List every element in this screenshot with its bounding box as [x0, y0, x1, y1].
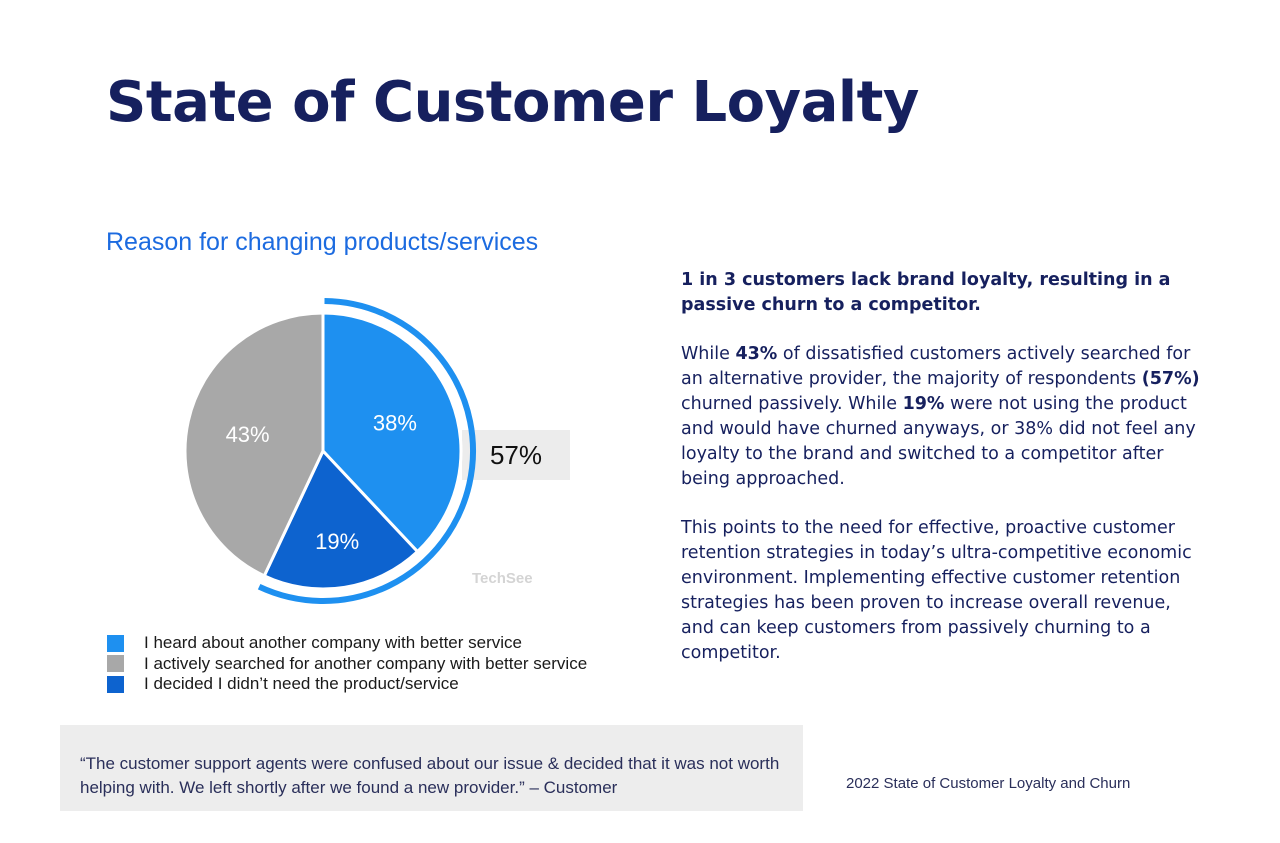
- pie-label-43: 43%: [226, 422, 270, 447]
- chart-title: Reason for changing products/services: [106, 228, 539, 256]
- legend-item: I actively searched for another company …: [107, 654, 587, 675]
- pie-chart: 38% 19% 43% 57% TechSee: [183, 298, 570, 604]
- p1-text-2: of dissatisfied customers actively searc…: [681, 344, 1191, 389]
- legend-item: I heard about another company with bette…: [107, 633, 587, 654]
- page-title: State of Customer Loyalty: [106, 70, 919, 135]
- pie-slice-19: [262, 448, 420, 591]
- source-citation: 2022 State of Customer Loyalty and Churn: [846, 775, 1131, 792]
- legend-swatch: [107, 655, 124, 673]
- pie-label-38: 38%: [373, 411, 417, 436]
- customer-quote: “The customer support agents were confus…: [80, 754, 780, 797]
- highlight-arc: [257, 298, 477, 604]
- pie-slice-38: [321, 311, 463, 554]
- legend-label: I actively searched for another company …: [144, 653, 588, 673]
- chart-legend: I heard about another company with bette…: [107, 633, 587, 695]
- customer-quote-box: “The customer support agents were confus…: [60, 725, 803, 811]
- pie-label-19: 19%: [315, 529, 359, 554]
- paragraph-stats: While 43% of dissatisfied customers acti…: [681, 342, 1201, 492]
- highlight-label: 57%: [490, 440, 542, 470]
- p1-text-1: While: [681, 344, 736, 364]
- p1-bold-43: 43%: [735, 344, 778, 364]
- paragraph-strategy: This points to the need for effective, p…: [681, 518, 1192, 663]
- highlight-box: [462, 430, 570, 480]
- p1-bold-57: (57%): [1141, 369, 1200, 389]
- body-text: 1 in 3 customers lack brand loyalty, res…: [681, 268, 1201, 690]
- headline: 1 in 3 customers lack brand loyalty, res…: [681, 270, 1171, 315]
- legend-swatch: [107, 634, 124, 652]
- legend-label: I heard about another company with bette…: [144, 633, 522, 653]
- p1-bold-19: 19%: [902, 394, 945, 414]
- pie-slice-43: [183, 311, 325, 578]
- p1-text-4: were not using the product and would hav…: [681, 394, 1196, 489]
- p1-text-3: churned passively. While: [681, 394, 903, 414]
- legend-item: I decided I didn’t need the product/serv…: [107, 674, 587, 695]
- legend-label: I decided I didn’t need the product/serv…: [144, 674, 459, 694]
- legend-swatch: [107, 675, 124, 693]
- watermark-logo: TechSee: [472, 570, 533, 587]
